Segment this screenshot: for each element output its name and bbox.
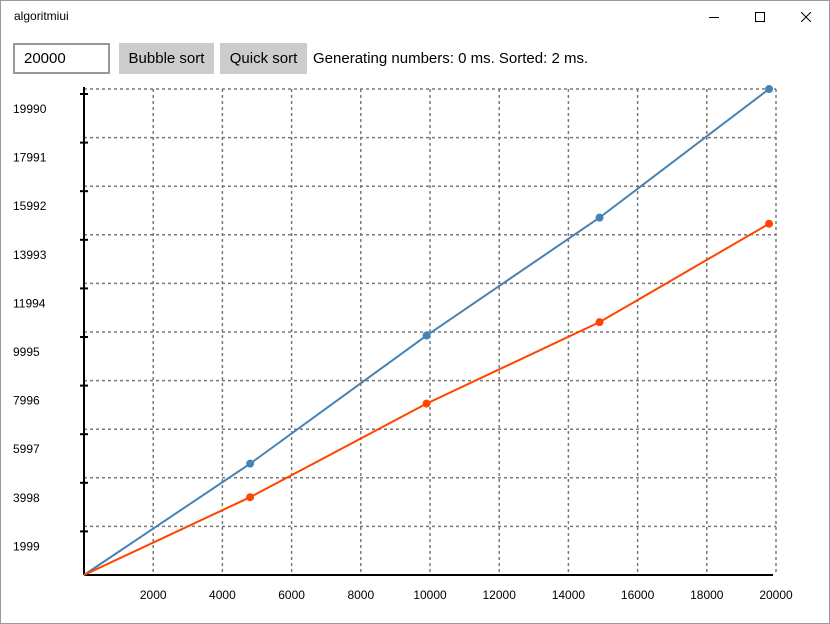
chart-grid bbox=[84, 88, 777, 575]
y-tick-label: 5997 bbox=[13, 442, 40, 456]
y-tick-label: 19990 bbox=[13, 102, 47, 116]
series-2-point bbox=[595, 318, 604, 327]
chart-series bbox=[83, 85, 774, 576]
x-tick-label: 4000 bbox=[209, 588, 236, 602]
count-input[interactable] bbox=[13, 43, 110, 74]
y-tick-label: 1999 bbox=[13, 539, 40, 553]
x-tick-label: 16000 bbox=[621, 588, 655, 602]
y-tick-label: 9995 bbox=[13, 345, 40, 359]
maximize-icon bbox=[755, 12, 765, 22]
series-1-point bbox=[595, 213, 604, 222]
x-tick-label: 6000 bbox=[278, 588, 305, 602]
y-tick-label: 7996 bbox=[13, 394, 40, 408]
minimize-button[interactable] bbox=[691, 1, 737, 33]
series-1-point bbox=[422, 331, 431, 340]
title-bar[interactable]: algoritmiui bbox=[1, 1, 829, 33]
close-button[interactable] bbox=[783, 1, 829, 33]
quick-sort-button[interactable]: Quick sort bbox=[220, 43, 307, 74]
series-2-point bbox=[422, 399, 431, 408]
sort-time-chart: 2000 4000 6000 8000 10000 12000 14000 16000 1800… bbox=[13, 85, 793, 602]
toolbar: Bubble sort Quick sort Generating number… bbox=[1, 41, 829, 75]
y-tick-label: 15992 bbox=[13, 199, 47, 213]
y-tick-label: 11994 bbox=[13, 296, 46, 310]
y-tick-labels: 1999 3998 5997 7996 9995 11994 13993 15992 17991… bbox=[13, 102, 47, 553]
x-tick-label: 10000 bbox=[413, 588, 447, 602]
maximize-button[interactable] bbox=[737, 1, 783, 33]
close-icon bbox=[801, 12, 811, 22]
x-tick-label: 18000 bbox=[690, 588, 724, 602]
y-tick-label: 3998 bbox=[13, 491, 40, 505]
chart-axes bbox=[80, 87, 773, 576]
status-text: Generating numbers: 0 ms. Sorted: 2 ms. bbox=[313, 50, 589, 67]
x-tick-label: 2000 bbox=[140, 588, 167, 602]
bubble-sort-button[interactable]: Bubble sort bbox=[119, 43, 214, 74]
series-line-2 bbox=[83, 222, 770, 576]
x-tick-label: 20000 bbox=[759, 588, 793, 602]
window-title: algoritmiui bbox=[14, 9, 69, 23]
series-1-point bbox=[246, 459, 255, 468]
x-tick-label: 8000 bbox=[347, 588, 374, 602]
series-2-point bbox=[765, 219, 774, 228]
y-tick-label: 17991 bbox=[13, 151, 47, 165]
series-1-point bbox=[765, 85, 774, 93]
x-tick-label: 14000 bbox=[552, 588, 586, 602]
series-2-point bbox=[246, 493, 255, 502]
minimize-icon bbox=[709, 17, 719, 18]
y-tick-label: 13993 bbox=[13, 248, 47, 262]
x-tick-label: 12000 bbox=[483, 588, 517, 602]
x-tick-labels: 2000 4000 6000 8000 10000 12000 14000 16000 1800… bbox=[140, 588, 793, 602]
